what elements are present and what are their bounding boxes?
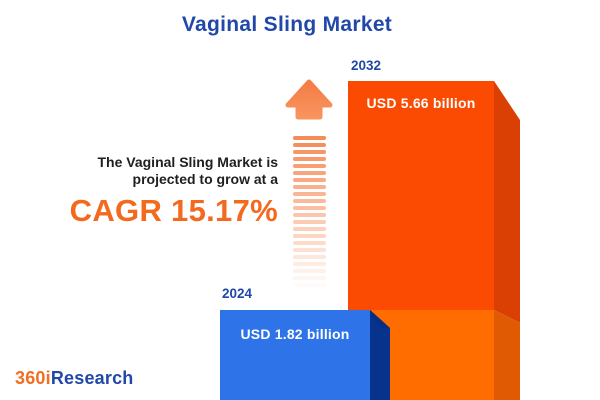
arrow-stripe <box>293 150 326 154</box>
bar-2032-year-label: 2032 <box>351 58 382 73</box>
bar-2032-front-top-face <box>348 81 494 310</box>
page-title: Vaginal Sling Market <box>181 13 393 36</box>
arrow-stripe <box>293 283 326 287</box>
arrow-stripe <box>293 262 326 266</box>
arrow-stripe <box>293 255 326 259</box>
bar-2032-value-label: USD 5.66 billion <box>366 95 476 111</box>
arrow-stripe <box>293 213 326 217</box>
intro-text-block: The Vaginal Sling Market is projected to… <box>70 154 278 227</box>
arrow-stripe <box>293 220 326 224</box>
arrow-stripe <box>293 143 326 147</box>
arrow-stripe <box>293 234 326 238</box>
arrow-stripe <box>293 276 326 280</box>
arrow-stripe <box>293 136 326 140</box>
logo-research: Research <box>50 368 134 388</box>
arrow-stripe <box>293 178 326 182</box>
arrow-stripe <box>293 185 326 189</box>
growth-arrow-icon <box>283 78 335 293</box>
arrow-stripe <box>293 241 326 245</box>
bar-2032-side-face <box>494 81 520 400</box>
intro-line-1: The Vaginal Sling Market is <box>97 154 279 170</box>
arrow-stripe <box>293 164 326 168</box>
arrow-stripe <box>293 269 326 273</box>
cagr-value: CAGR 15.17% <box>69 193 278 228</box>
bar-2024-side-face <box>370 310 390 400</box>
intro-line-2: projected to grow at a <box>132 171 278 187</box>
arrow-stripe <box>293 248 326 252</box>
arrow-stripe <box>293 206 326 210</box>
bar-2024-value-label: USD 1.82 billion <box>240 326 350 342</box>
arrow-stripe <box>293 192 326 196</box>
arrow-stripes <box>293 136 326 290</box>
logo-360i: 360i <box>15 368 51 388</box>
logo: 360iResearch <box>15 368 134 389</box>
arrow-stripe <box>293 199 326 203</box>
bar-2024-front-face <box>220 310 370 400</box>
arrow-stripe <box>293 227 326 231</box>
bar-2024-year-label: 2024 <box>222 286 253 301</box>
arrow-stripe <box>293 157 326 161</box>
arrow-head-icon <box>285 79 333 120</box>
arrow-stripe <box>293 171 326 175</box>
